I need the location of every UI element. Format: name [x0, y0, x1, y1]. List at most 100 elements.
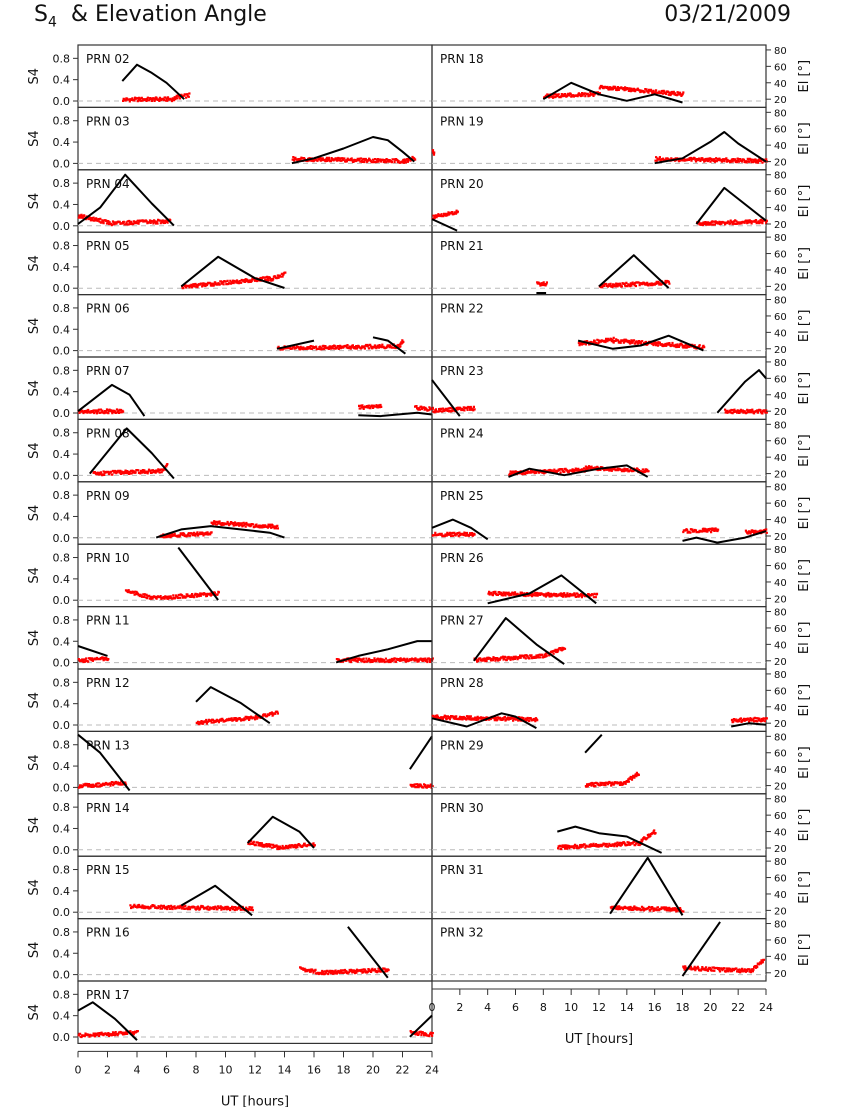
panel-prn-09: PRN 09 0.0 0.4 0.8 S4 [27, 481, 433, 545]
right-tick-label: 40 [774, 204, 787, 215]
left-tick-label: 0.0 [53, 594, 71, 607]
elevation-series [472, 617, 565, 665]
right-tick-label: 80 [774, 46, 787, 57]
right-tick-label: 20 [774, 532, 787, 543]
panel-prn-16: PRN 16 0.0 0.4 0.8 S4 [27, 917, 433, 982]
s4-series [536, 279, 671, 289]
elevation-series [536, 254, 670, 294]
left-tick-label: 0.0 [53, 657, 71, 670]
s4-series [299, 966, 390, 976]
x-tick-label: 16 [307, 1063, 321, 1076]
panel-label: PRN 14 [86, 801, 130, 815]
right-tick-label: 40 [774, 516, 787, 527]
x-tick-label: 2 [104, 1063, 111, 1076]
panel-label: PRN 24 [440, 426, 484, 440]
left-tick-label: 0.0 [53, 844, 71, 857]
panel-prn-11: PRN 11 0.0 0.4 0.8 S4 [27, 605, 434, 670]
left-tick-label: 0.8 [53, 864, 71, 877]
right-tick-label: 20 [774, 470, 787, 481]
panel-label: PRN 04 [86, 177, 130, 191]
panel-frame [77, 356, 433, 421]
x-tick-label: 8 [193, 1063, 200, 1076]
x-tick-label: 22 [731, 1001, 745, 1014]
panel-prn-14: PRN 14 0.0 0.4 0.8 S4 [27, 793, 433, 857]
panel-frame [77, 855, 433, 920]
panel-prn-07: PRN 07 0.0 0.4 0.8 S4 [27, 356, 434, 421]
left-tick-label: 0.8 [53, 801, 71, 814]
s4-series [584, 771, 640, 788]
s4-series [291, 155, 417, 164]
x-tick-label: 14 [278, 1063, 292, 1076]
panel-frame [77, 481, 433, 545]
x-tick-label: 16 [648, 1001, 662, 1014]
left-axis-label: S4 [27, 318, 42, 335]
left-axis-label: S4 [27, 380, 42, 397]
left-axis-label: S4 [27, 442, 42, 459]
x-tick-label: 8 [540, 1001, 547, 1014]
panel-prn-23: PRN 23 20 40 60 80 El [°] [431, 356, 812, 421]
left-tick-label: 0.8 [53, 552, 71, 565]
panel-prn-13: PRN 130.00.40.8S4 [27, 730, 434, 795]
panel-prn-06: PRN 06 0.0 0.4 0.8 S4 [27, 294, 433, 358]
elevation-series [276, 336, 406, 355]
left-tick-label: 0.0 [53, 1031, 71, 1044]
left-tick-label: 0.4 [53, 573, 71, 586]
panel-label: PRN 03 [86, 114, 130, 128]
right-axis-label: El [°] [797, 247, 812, 280]
left-tick-label: 0.8 [53, 926, 71, 939]
right-tick-label: 40 [774, 952, 787, 963]
s4-series [431, 149, 768, 164]
panel-prn-04: PRN 04 0.0 0.4 0.8 S4 [27, 169, 433, 233]
chart-title: S4 & Elevation Angle [34, 2, 267, 30]
x-tick-label: 12 [248, 1063, 262, 1076]
right-tick-label: 20 [774, 969, 787, 980]
right-axis-label: El [°] [797, 309, 812, 342]
elevation-series [180, 255, 285, 289]
right-axis-label: El [°] [797, 684, 812, 717]
right-tick-label: 80 [774, 233, 787, 244]
x-tick-label: 20 [703, 1001, 717, 1014]
left-axis-label: S4 [27, 1004, 42, 1021]
s4-series [431, 714, 768, 724]
s4-series [124, 589, 220, 600]
right-tick-label: 20 [774, 282, 787, 293]
left-tick-label: 0.8 [53, 739, 71, 752]
panel-prn-24: PRN 24 20 40 60 80 El [°] [431, 418, 812, 483]
s4-series [77, 656, 434, 664]
x-tick-label: 4 [134, 1063, 141, 1076]
panel-frame [77, 543, 433, 608]
left-tick-label: 0.4 [53, 1010, 71, 1023]
panel-label: PRN 18 [440, 52, 484, 66]
right-tick-label: 60 [774, 499, 787, 510]
s4-series [77, 1030, 434, 1039]
s4-series [195, 710, 279, 726]
s4-series [129, 903, 254, 912]
s4-series [431, 405, 768, 415]
title-rest: & Elevation Angle [56, 2, 267, 27]
right-tick-label: 60 [774, 312, 787, 323]
elevation-series [542, 81, 683, 104]
panel-label: PRN 06 [86, 302, 130, 316]
right-tick-label: 80 [774, 920, 787, 931]
panel-label: PRN 28 [440, 676, 484, 690]
elevation-series [89, 427, 175, 480]
left-axis-label: S4 [27, 817, 42, 834]
right-tick-label: 40 [774, 141, 787, 152]
elevation-series [77, 640, 432, 664]
elevation-series [431, 186, 767, 232]
panel-frame [77, 730, 433, 795]
right-tick-label: 80 [774, 420, 787, 431]
panel-prn-03: PRN 03 0.0 0.4 0.8 S4 [27, 106, 433, 171]
left-tick-label: 0.0 [53, 719, 71, 732]
right-tick-label: 80 [774, 171, 787, 182]
s4-series [682, 958, 766, 974]
panel-frame [77, 231, 433, 296]
panel-prn-32: PRN 32 20 40 60 80 El [°] [431, 917, 812, 982]
right-tick-label: 20 [774, 158, 787, 169]
right-tick-label: 80 [774, 670, 787, 681]
left-tick-label: 0.0 [53, 781, 71, 794]
elevation-series [180, 884, 253, 917]
panel-prn-21: PRN 21 20 40 60 80 El [°] [431, 231, 812, 296]
right-tick-label: 40 [774, 890, 787, 901]
left-tick-label: 0.8 [53, 427, 71, 440]
